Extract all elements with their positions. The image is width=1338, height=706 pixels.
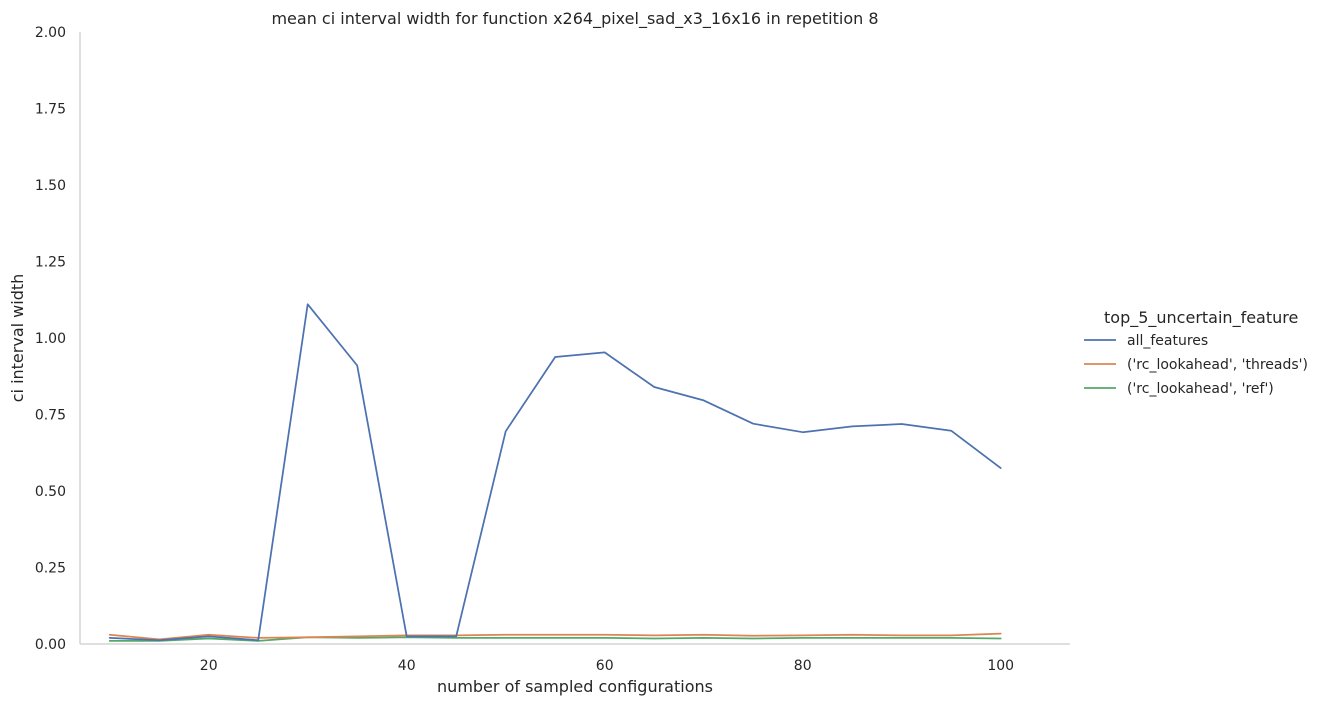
x-tick-label: 100 xyxy=(987,658,1014,674)
y-tick-labels: 0.00 0.25 0.50 0.75 1.00 1.25 1.50 1.75 2.00 xyxy=(35,25,66,653)
y-tick-label: 1.25 xyxy=(35,255,66,271)
legend-entry-label: all_features xyxy=(1127,333,1208,349)
y-tick-label: 1.00 xyxy=(35,331,66,347)
y-tick-label: 1.75 xyxy=(35,102,66,118)
y-tick-label: 0.75 xyxy=(35,408,66,424)
plot-area: 0.00 0.25 0.50 0.75 1.00 1.25 1.50 1.75 2.00 20 4… xyxy=(35,25,1070,674)
x-tick-label: 20 xyxy=(200,658,218,674)
x-axis-label: number of sampled configurations xyxy=(437,677,713,696)
legend-title: top_5_uncertain_feature xyxy=(1104,308,1298,328)
x-tick-label: 40 xyxy=(398,658,416,674)
legend-entry-label: ('rc_lookahead', 'threads') xyxy=(1127,357,1308,373)
x-tick-label: 60 xyxy=(596,658,614,674)
legend-entries: all_features ('rc_lookahead', 'threads') (… xyxy=(1084,333,1308,397)
chart-title: mean ci interval width for function x264… xyxy=(271,9,878,29)
y-tick-label: 0.50 xyxy=(35,484,66,500)
series-lines xyxy=(108,303,1002,642)
series-line-all-features xyxy=(108,303,1002,642)
y-tick-label: 0.00 xyxy=(35,637,66,653)
legend: top_5_uncertain_feature all_features ('rc… xyxy=(1084,308,1308,397)
x-tick-label: 80 xyxy=(794,658,812,674)
y-axis-label: ci interval width xyxy=(8,274,27,403)
y-tick-label: 0.25 xyxy=(35,561,66,577)
y-tick-label: 2.00 xyxy=(35,25,66,41)
y-tick-label: 1.50 xyxy=(35,178,66,194)
x-tick-labels: 20 40 60 80 100 xyxy=(200,658,1014,674)
legend-entry-label: ('rc_lookahead', 'ref') xyxy=(1127,381,1274,397)
